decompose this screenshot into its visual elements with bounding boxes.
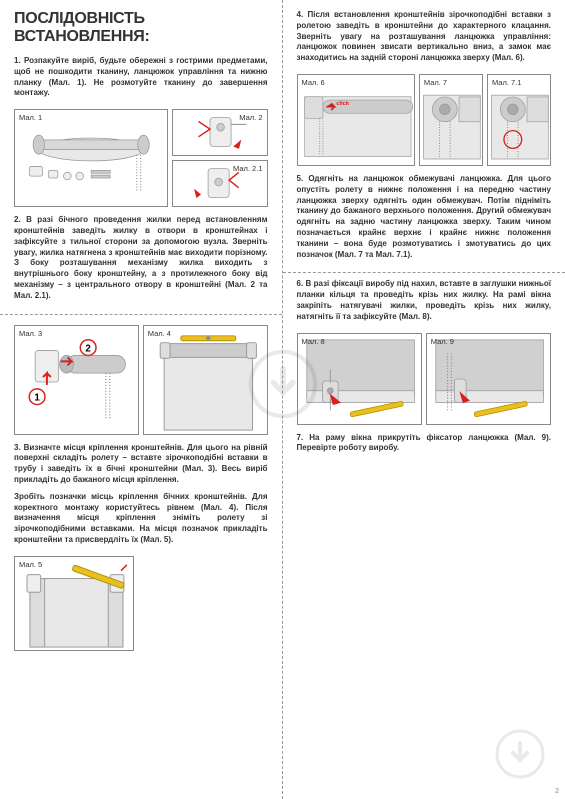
svg-text:2: 2 (85, 343, 91, 354)
figure-9: Мал. 9 (426, 333, 551, 425)
figure-2: Мал. 2 (172, 109, 267, 156)
paragraph-4: 4. Після встановлення кронштейнів зірочк… (297, 10, 552, 64)
fig-label-5: Мал. 5 (19, 560, 42, 569)
figure-6: Мал. 6 click (297, 74, 415, 166)
fig-label-8: Мал. 8 (302, 337, 325, 346)
divider-right (283, 272, 565, 273)
fig-label-4: Мал. 4 (148, 329, 171, 338)
figure-row-2: Мал. 3 2 1 (14, 325, 268, 435)
fig-label-6: Мал. 6 (302, 78, 325, 87)
paragraph-3b: Зробіть позначки місць кріплення бічних … (14, 492, 268, 546)
figure-row-3: Мал. 5 (14, 556, 268, 651)
fig-label-21: Мал. 2.1 (233, 164, 262, 173)
click-text: click (336, 101, 350, 107)
figure-row-1: Мал. 1 (14, 109, 268, 207)
figure-row-4: Мал. 6 click Мал. 7 (297, 74, 552, 166)
figure-2-1: Мал. 2.1 (172, 160, 267, 207)
paragraph-1: 1. Розпакуйте виріб, будьте обережні з г… (14, 56, 268, 99)
paragraph-3: 3. Визначте місця кріплення кронштейнів.… (14, 443, 268, 486)
figure-1: Мал. 1 (14, 109, 168, 207)
page-number: 2 (555, 788, 559, 795)
fig-label-2: Мал. 2 (239, 113, 262, 122)
svg-text:1: 1 (34, 392, 40, 403)
fig-label-9: Мал. 9 (431, 337, 454, 346)
figure-5: Мал. 5 (14, 556, 134, 651)
fig-label-7: Мал. 7 (424, 78, 447, 87)
figure-4: Мал. 4 (143, 325, 268, 435)
page-title: ПОСЛІДОВНІСТЬ ВСТАНОВЛЕННЯ: (14, 10, 268, 46)
fig-label-71: Мал. 7.1 (492, 78, 521, 87)
figure-3: Мал. 3 2 1 (14, 325, 139, 435)
figure-8: Мал. 8 (297, 333, 422, 425)
figure-row-5: Мал. 8 Мал. 9 (297, 333, 552, 425)
paragraph-2: 2. В разі бічного проведення жилки перед… (14, 215, 268, 301)
figure-7: Мал. 7 (419, 74, 483, 166)
paragraph-7: 7. На раму вікна прикрутіть фіксатор лан… (297, 433, 552, 455)
figure-7-1: Мал. 7.1 (487, 74, 551, 166)
fig-label-1: Мал. 1 (19, 113, 42, 122)
divider-left (0, 314, 282, 315)
paragraph-6: 6. В разі фіксації виробу під нахил, вст… (297, 279, 552, 322)
fig-label-3: Мал. 3 (19, 329, 42, 338)
paragraph-5: 5. Одягніть на ланцюжок обмежувачі ланцю… (297, 174, 552, 260)
